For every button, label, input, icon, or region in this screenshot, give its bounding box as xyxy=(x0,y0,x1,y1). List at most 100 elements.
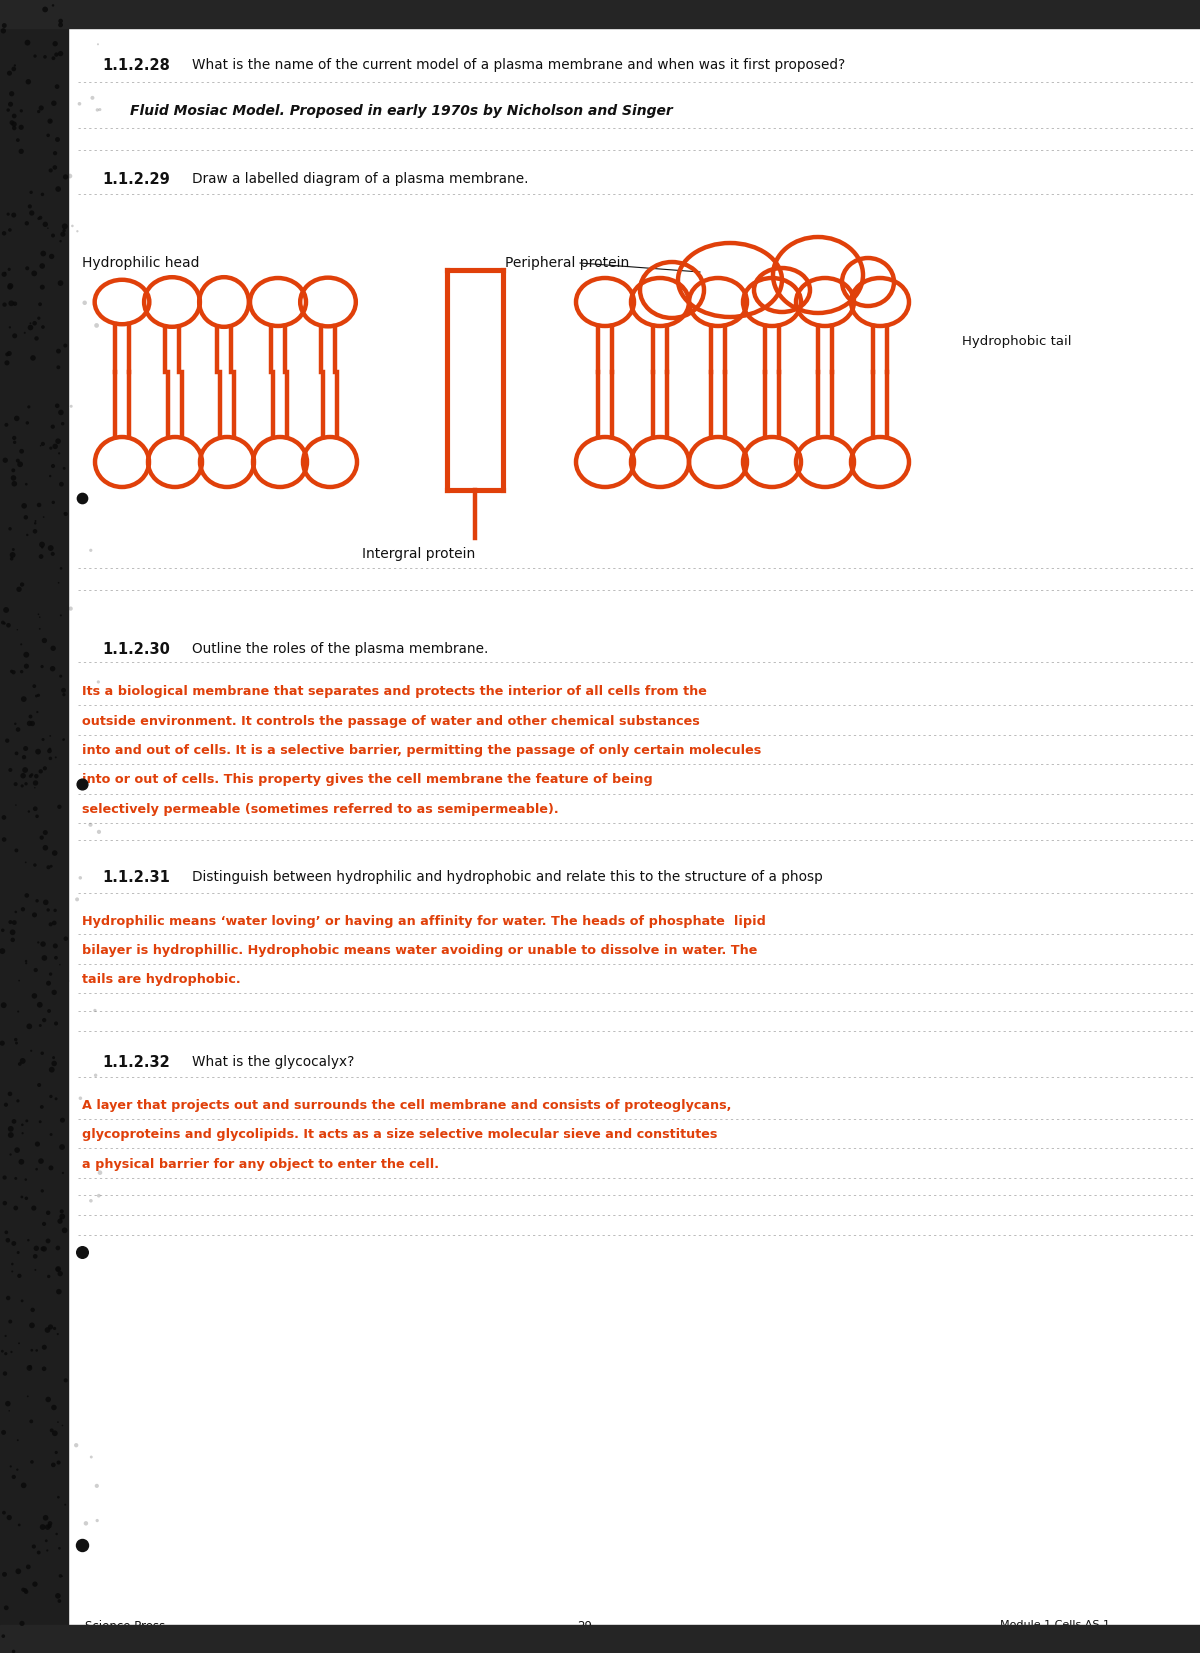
Point xyxy=(23,1448,42,1474)
Point xyxy=(18,410,37,436)
Point xyxy=(30,1109,49,1136)
Point xyxy=(56,164,76,190)
Point xyxy=(0,1360,14,1387)
Point xyxy=(32,825,52,851)
Point xyxy=(41,157,60,183)
Point xyxy=(20,1355,40,1382)
Point xyxy=(20,311,40,337)
Point xyxy=(17,641,36,668)
Point xyxy=(43,656,62,683)
Point xyxy=(82,1443,101,1470)
Point xyxy=(26,507,46,534)
Point xyxy=(18,1384,37,1410)
Point xyxy=(0,274,19,301)
Point xyxy=(42,853,61,879)
Point xyxy=(38,1228,58,1255)
Point xyxy=(48,1582,67,1608)
Point xyxy=(35,755,54,782)
Point xyxy=(54,678,73,704)
Point xyxy=(23,1312,42,1339)
Point xyxy=(12,1149,31,1175)
Point xyxy=(0,314,19,341)
Point xyxy=(44,1045,64,1071)
Point xyxy=(60,164,79,190)
Point xyxy=(34,931,53,957)
Point xyxy=(17,947,36,974)
Point xyxy=(49,793,68,820)
Point xyxy=(12,438,31,464)
Point xyxy=(8,716,28,742)
Point xyxy=(47,1086,66,1112)
Point xyxy=(55,1217,74,1243)
Point xyxy=(0,612,18,638)
Point xyxy=(0,98,18,124)
Point xyxy=(85,997,104,1023)
Point xyxy=(32,653,52,679)
Point xyxy=(4,458,23,484)
Point xyxy=(4,536,23,562)
Point xyxy=(17,504,36,531)
Point xyxy=(8,1427,28,1453)
Point xyxy=(56,1367,76,1393)
Point xyxy=(0,597,16,623)
Point xyxy=(34,726,53,752)
Point xyxy=(0,1220,16,1246)
Point xyxy=(0,992,13,1018)
Point xyxy=(14,686,34,712)
Point xyxy=(41,960,60,987)
Point xyxy=(6,1027,25,1053)
Point xyxy=(89,818,108,845)
Point xyxy=(22,200,41,226)
Point xyxy=(88,1508,107,1534)
Point xyxy=(7,617,26,643)
Point xyxy=(12,772,31,798)
Point xyxy=(32,1177,52,1203)
Point xyxy=(47,1521,66,1547)
Point xyxy=(1,757,20,784)
Point xyxy=(46,744,65,770)
Point xyxy=(46,1420,65,1446)
Point xyxy=(40,737,59,764)
Point xyxy=(53,222,72,248)
Point xyxy=(0,1227,18,1253)
Point xyxy=(22,1408,41,1435)
Point xyxy=(62,213,82,240)
Point xyxy=(36,835,55,861)
Point xyxy=(10,1263,29,1289)
Point xyxy=(6,770,25,797)
Point xyxy=(41,107,60,134)
Point xyxy=(22,1038,41,1065)
Point xyxy=(41,463,60,489)
Point xyxy=(0,12,14,38)
Point xyxy=(40,1263,59,1289)
Point xyxy=(41,911,60,937)
Text: 1.1.2.28: 1.1.2.28 xyxy=(102,58,170,73)
Point xyxy=(25,851,44,878)
Point xyxy=(26,770,46,797)
Point xyxy=(32,531,52,557)
Point xyxy=(49,1450,68,1476)
Point xyxy=(42,1056,61,1083)
Point xyxy=(38,1387,58,1413)
Point xyxy=(1,1308,20,1334)
Point xyxy=(43,222,62,248)
Point xyxy=(23,1337,42,1364)
Point xyxy=(48,126,67,152)
Point xyxy=(10,967,29,993)
Point xyxy=(0,1091,16,1117)
Point xyxy=(16,1577,35,1603)
Point xyxy=(17,1185,36,1212)
Point xyxy=(36,820,55,846)
Point xyxy=(34,240,53,266)
Point xyxy=(0,412,16,438)
Point xyxy=(67,218,86,245)
Point xyxy=(52,400,71,426)
Point xyxy=(44,979,64,1005)
Point xyxy=(48,1321,67,1347)
Point xyxy=(19,798,38,825)
Point xyxy=(48,175,67,202)
Point xyxy=(5,102,24,129)
Point xyxy=(47,1010,66,1036)
Point xyxy=(0,1341,16,1367)
Point xyxy=(12,1184,31,1210)
